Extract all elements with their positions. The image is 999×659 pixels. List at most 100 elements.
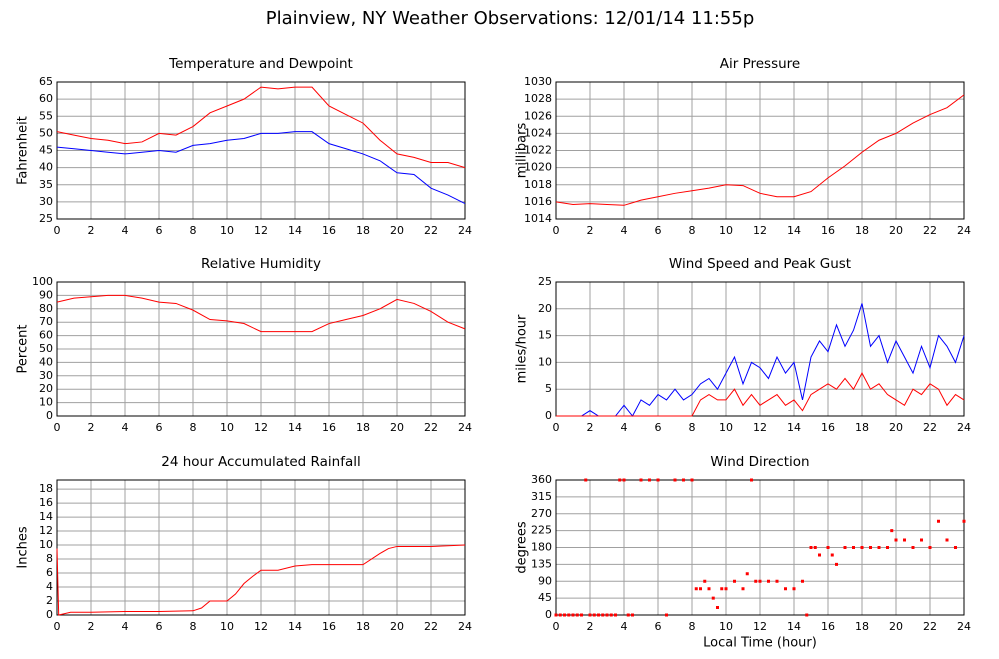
y-tick-label: 14 (39, 510, 53, 523)
x-tick-label: 18 (855, 421, 869, 434)
data-line (556, 303, 965, 417)
data-point (588, 613, 592, 617)
y-tick-label: 12 (39, 524, 53, 537)
x-tick-label: 16 (322, 224, 336, 237)
data-point (571, 613, 575, 617)
x-tick-label: 2 (88, 421, 95, 434)
x-tick-label: 2 (587, 421, 594, 434)
data-point (682, 478, 685, 482)
y-tick-label: 50 (39, 342, 53, 355)
data-point (886, 546, 889, 549)
x-tick-label: 8 (190, 224, 197, 237)
x-tick-label: 20 (889, 620, 903, 633)
x-tick-label: 0 (54, 620, 61, 633)
x-tick-label: 16 (821, 421, 835, 434)
y-tick-label: 135 (531, 557, 552, 570)
page-title: Plainview, NY Weather Observations: 12/0… (266, 8, 755, 29)
data-point (911, 546, 915, 549)
x-tick-label: 2 (587, 224, 594, 237)
data-point (835, 562, 838, 566)
x-tick-label: 4 (621, 421, 628, 434)
data-point (767, 579, 770, 583)
data-line (555, 94, 965, 206)
data-point (745, 572, 749, 576)
y-axis-label: Inches (16, 526, 31, 568)
x-tick-label: 22 (424, 421, 438, 434)
data-point (622, 478, 626, 482)
x-axis-label: Local Time (hour) (703, 636, 817, 651)
x-tick-label: 8 (689, 421, 696, 434)
x-tick-label: 14 (288, 224, 302, 237)
data-point (890, 529, 894, 533)
data-point (580, 613, 583, 617)
y-tick-label: 25 (538, 275, 552, 288)
y-tick-label: 55 (39, 109, 53, 122)
data-point (962, 519, 966, 523)
chart-title: Temperature and Dewpoint (168, 56, 353, 72)
x-tick-label: 20 (390, 620, 404, 633)
x-tick-label: 8 (689, 224, 696, 237)
x-tick-label: 0 (553, 224, 560, 237)
x-tick-label: 18 (855, 224, 869, 237)
data-point (826, 546, 830, 549)
data-point (830, 553, 834, 557)
plot-frame (56, 479, 466, 616)
x-tick-label: 24 (458, 620, 472, 633)
data-line (56, 544, 466, 616)
y-tick-label: 15 (538, 329, 552, 342)
data-point (852, 546, 855, 549)
plot-frame (555, 281, 965, 417)
data-point (733, 579, 736, 583)
y-tick-label: 8 (46, 552, 53, 565)
data-point (584, 478, 588, 482)
chart-title: Wind Direction (710, 454, 809, 470)
x-tick-label: 22 (923, 421, 937, 434)
x-tick-label: 10 (220, 620, 234, 633)
data-point (703, 579, 707, 583)
data-point (626, 613, 630, 617)
data-point (597, 613, 600, 617)
y-tick-label: 50 (39, 126, 53, 139)
data-point (928, 546, 932, 549)
data-line (56, 86, 466, 169)
x-tick-label: 18 (356, 421, 370, 434)
y-tick-label: 1022 (524, 144, 552, 157)
y-tick-label: 10 (39, 538, 53, 551)
y-tick-label: 60 (39, 329, 53, 342)
data-point (813, 546, 817, 549)
y-tick-label: 20 (39, 382, 53, 395)
y-tick-label: 5 (545, 382, 552, 395)
data-point (869, 546, 872, 549)
y-tick-label: 0 (545, 409, 552, 422)
x-tick-label: 6 (156, 224, 163, 237)
y-tick-label: 40 (39, 161, 53, 174)
y-tick-label: 70 (39, 315, 53, 328)
data-point (563, 613, 566, 617)
x-tick-label: 10 (719, 620, 733, 633)
data-line (56, 294, 466, 333)
data-point (877, 546, 881, 549)
y-tick-label: 0 (46, 608, 53, 621)
data-point (818, 553, 821, 557)
x-tick-label: 14 (288, 620, 302, 633)
x-tick-label: 10 (220, 421, 234, 434)
y-tick-label: 0 (46, 409, 53, 422)
plot-frame (56, 281, 466, 417)
x-tick-label: 10 (719, 224, 733, 237)
y-tick-label: 10 (39, 396, 53, 409)
x-tick-label: 6 (655, 224, 662, 237)
x-tick-label: 2 (587, 620, 594, 633)
y-axis-label: Fahrenheit (16, 116, 31, 185)
data-point (775, 579, 779, 583)
x-tick-label: 20 (889, 224, 903, 237)
y-tick-label: 225 (531, 524, 552, 537)
data-point (716, 606, 719, 609)
y-axis-label: Percent (16, 325, 31, 374)
y-tick-label: 1016 (524, 195, 552, 208)
x-tick-label: 4 (122, 620, 129, 633)
x-tick-label: 0 (54, 421, 61, 434)
chart-title: Air Pressure (720, 56, 800, 72)
y-tick-label: 40 (39, 355, 53, 368)
y-tick-label: 0 (545, 608, 552, 621)
